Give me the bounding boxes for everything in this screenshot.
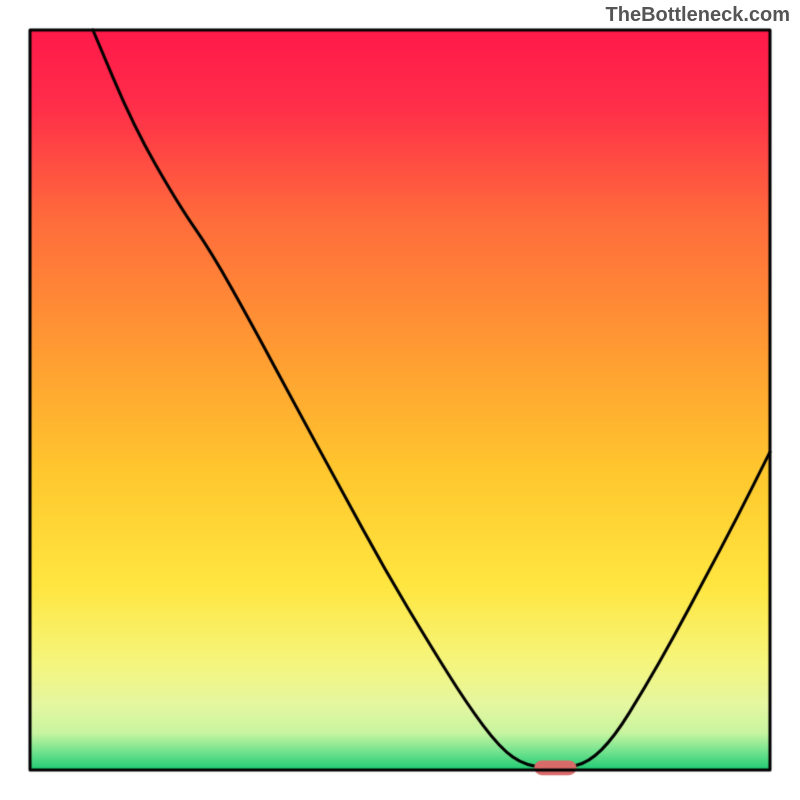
bottleneck-plot-canvas [0,0,800,800]
